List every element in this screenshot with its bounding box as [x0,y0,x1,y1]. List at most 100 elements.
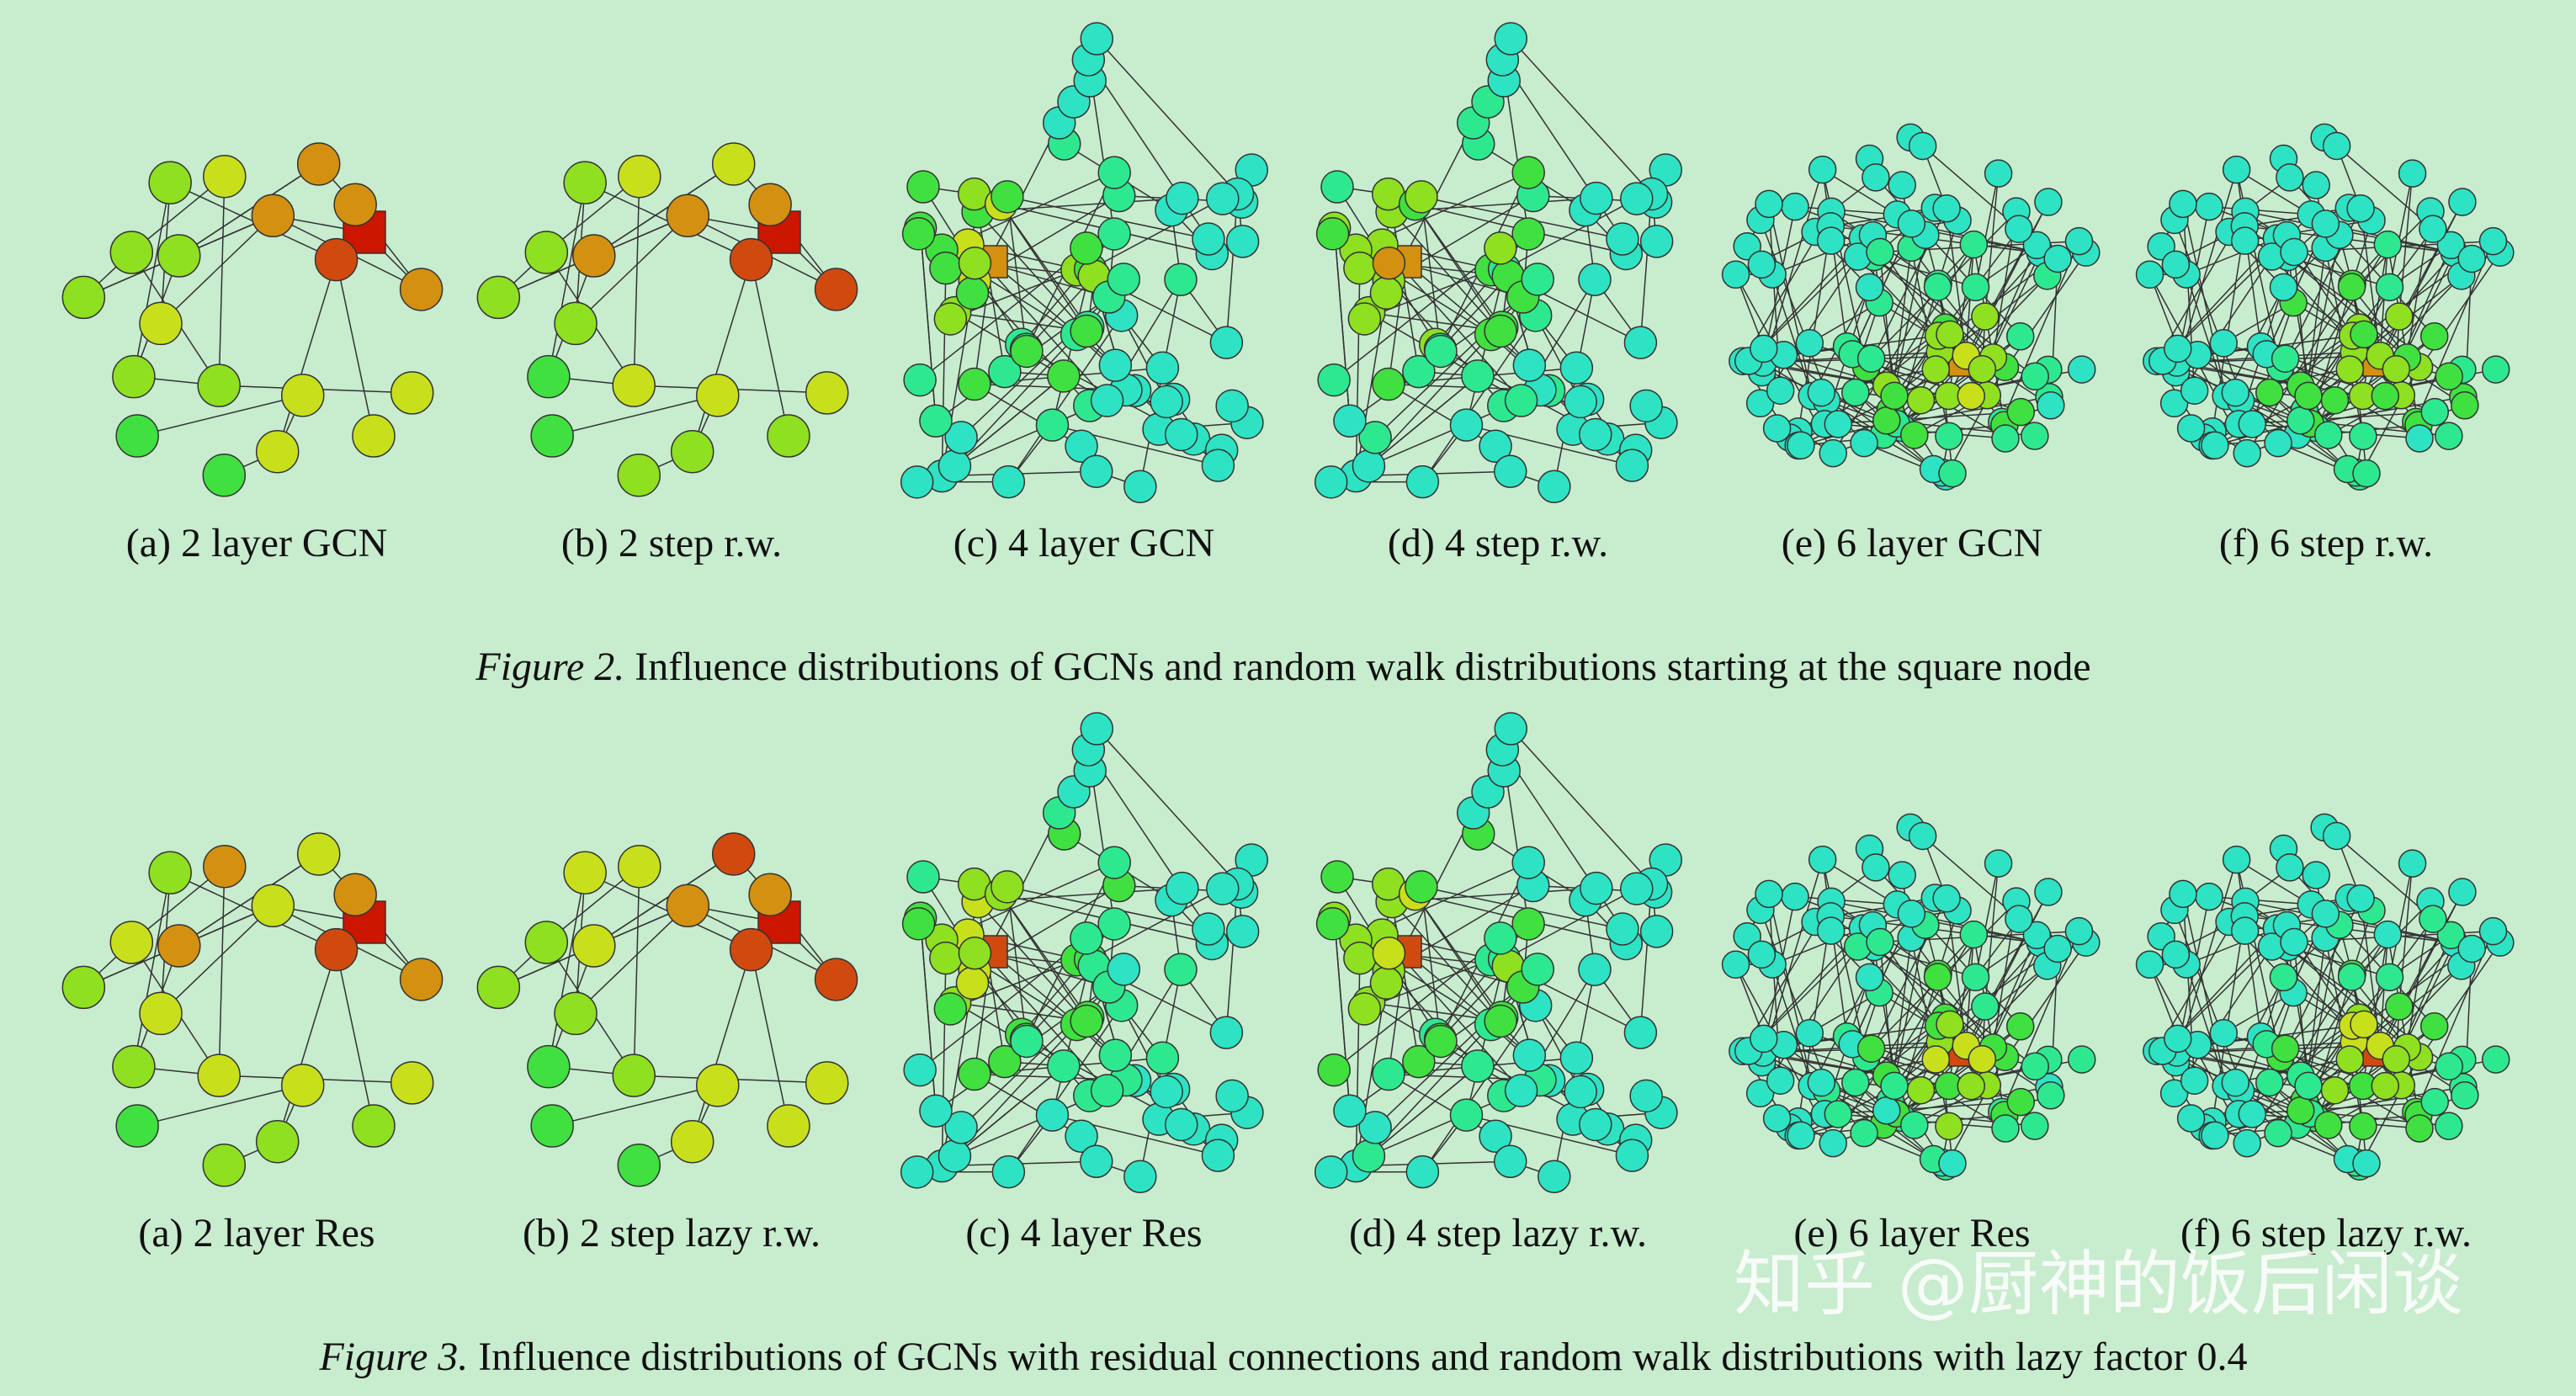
edge [1768,204,1813,396]
node [1932,194,1961,223]
subcaption: (c) 4 layer GCN [953,521,1215,565]
node [2375,273,2404,302]
edge [1006,886,1028,1042]
node [1166,181,1199,215]
node [618,844,661,889]
node [563,851,607,894]
edge [1886,244,1974,386]
edge [691,259,752,452]
edge [1415,894,1501,1022]
node [919,1094,953,1128]
edge [178,163,320,257]
node [2222,155,2251,184]
edge [1639,194,1653,343]
edge [1794,895,1898,905]
edge [1096,728,1239,884]
edge [593,853,735,947]
node [2314,421,2343,449]
edge [750,949,789,1127]
edge [133,873,171,1067]
node [1484,921,1517,955]
edge [551,395,718,437]
node [1938,1149,1967,1178]
node [1745,1079,1775,1108]
node [255,1119,300,1164]
node [2180,1066,2209,1095]
node [2481,355,2510,384]
node [2164,1024,2192,1054]
node [1623,1016,1658,1049]
node [2451,391,2479,420]
node [1461,1049,1495,1083]
node [1145,351,1180,385]
edge [2182,204,2227,396]
subcaption: (c) 4 layer Res [965,1211,1202,1255]
node [2233,438,2261,468]
node [696,374,740,417]
edge [2388,863,2414,978]
node [1750,1024,1778,1054]
edge [1440,275,1509,350]
node [1504,384,1538,417]
node [1123,470,1157,504]
node [2373,920,2403,949]
edge [1421,886,1623,930]
node [2302,861,2330,889]
node [1816,916,1846,945]
graph [1721,123,2101,491]
node [202,454,247,497]
node [988,354,1022,389]
node [1807,378,1836,407]
node [2320,1075,2350,1105]
node [1807,1068,1836,1097]
node [617,1144,661,1187]
node [1721,260,1750,289]
node [1921,355,1951,384]
graph [1314,22,1682,504]
node [1107,263,1140,296]
node [2238,1100,2267,1128]
node [1615,1139,1649,1172]
node [2005,905,2033,933]
node [1494,712,1528,746]
node [929,941,963,975]
edge [1421,886,1442,1042]
edge [1922,835,2020,920]
node [2221,378,2250,407]
node [1620,872,1654,905]
edge [1006,196,1209,240]
node [1192,222,1225,256]
edge [2336,835,2434,920]
node [157,234,201,278]
node [1123,1160,1157,1194]
graph [61,142,443,497]
node [2457,934,2486,963]
node [2067,1045,2096,1074]
node [197,364,241,407]
node [563,161,607,204]
node [2335,1045,2365,1074]
node [1984,849,2013,878]
node [1862,163,1890,192]
node [1819,1128,1847,1158]
node [2337,273,2366,301]
node [1165,417,1198,452]
node [1971,992,2000,1021]
node [1097,156,1131,189]
node [1906,385,1936,415]
edge [1873,946,1994,1048]
node [1819,438,1847,468]
node [1872,1096,1901,1125]
node [1521,263,1554,296]
node [1484,231,1517,265]
node [1639,225,1674,258]
edge [1974,863,2000,978]
node [1314,1155,1348,1189]
node [2280,927,2308,957]
node [2435,1052,2463,1081]
node [1559,1041,1594,1075]
node [1484,1004,1517,1038]
node [2346,194,2375,223]
edge [1639,884,1653,1033]
node [1766,376,1795,405]
